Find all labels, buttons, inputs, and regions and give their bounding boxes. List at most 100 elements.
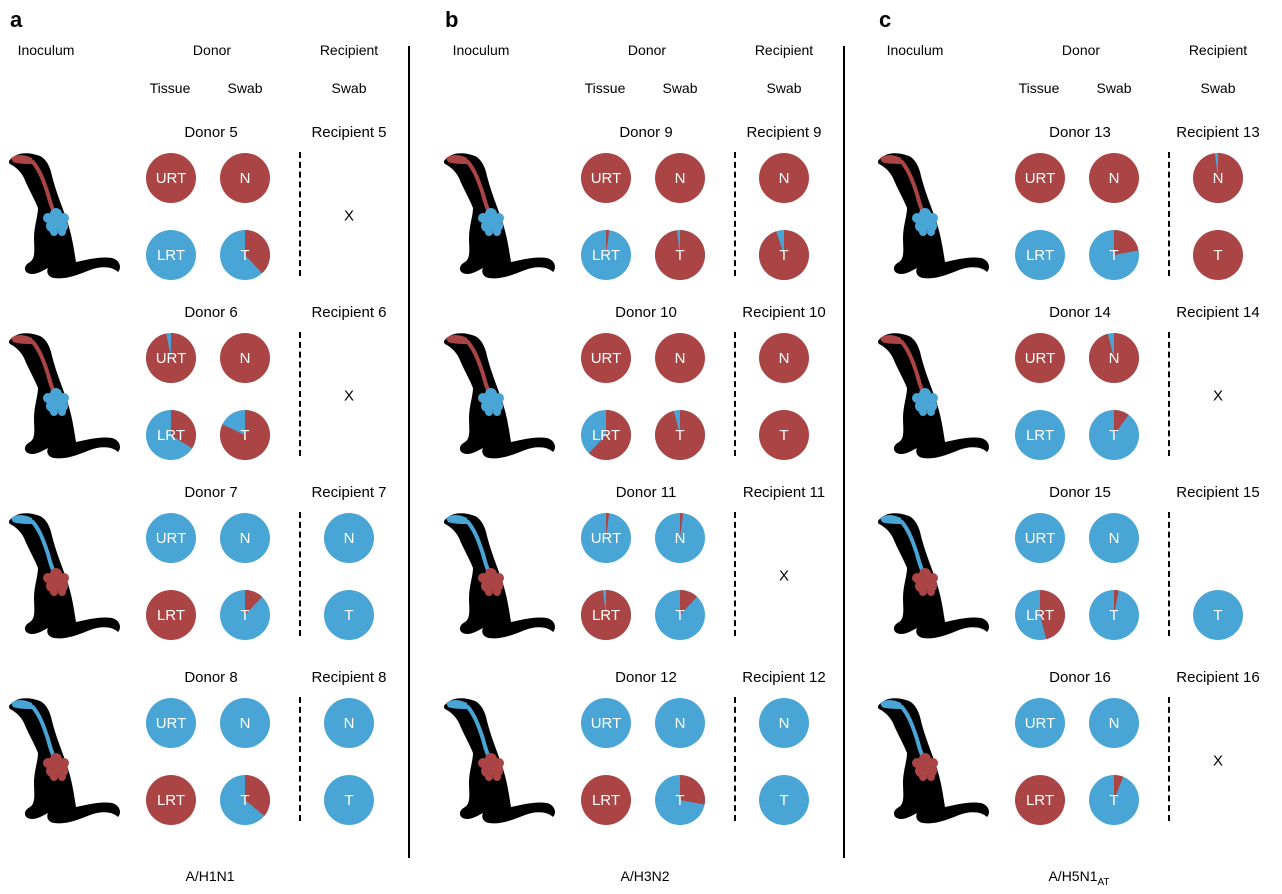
panel-c-header-swab: Swab <box>1096 80 1132 96</box>
panel-a-row-2-throat-swab-pie: T <box>220 410 270 460</box>
panel-b-row-2-recipient-nasal-pie-label: N <box>779 350 790 367</box>
panel-b-row-2-nasal-swab-pie-red-fraction <box>655 333 705 383</box>
panel-c-row-1-urt-pie-red-fraction <box>1015 153 1065 203</box>
panel-c-row-4-ferret-nasal-cavity <box>880 700 903 709</box>
panel-c-row-1-recipient-throat-pie-red-fraction <box>1193 230 1243 280</box>
panel-b-header-donor: Donor <box>627 42 667 58</box>
panel-c-row-3-lrt-pie-label: LRT <box>1026 607 1054 624</box>
panel-a-header-donor: Donor <box>192 42 232 58</box>
panel-a-row-3-donor-label: Donor 7 <box>184 484 238 501</box>
panel-b-row-4-ferret-trachea <box>465 704 491 758</box>
panel-b-row-1-throat-swab-pie: T <box>655 230 705 280</box>
panel-a-row-2-no-transmission-mark: X <box>343 387 355 405</box>
panel-c-row-1-ferret-nasal-cavity <box>880 155 903 164</box>
panel-b-row-1-lrt-pie-red-fraction <box>606 230 610 255</box>
panel-c-row-1-ferret-trachea <box>899 159 925 213</box>
panel-b-row-2-ferret-nasal-cavity <box>446 335 469 344</box>
panel-a-row-1-throat-swab-pie-label: T <box>240 247 249 264</box>
panel-c-row-1-lrt-pie-blue-fraction <box>1015 230 1065 280</box>
panel-a-row-1-no-transmission-mark: X <box>343 207 355 225</box>
panel-c-row-1-recipient-throat-pie-label: T <box>1213 247 1222 264</box>
panel-c-virus-subscript: AT <box>1097 876 1110 888</box>
panel-b-row-2-recipient-throat-pie-red-fraction <box>759 410 809 460</box>
panel-b-row-1-recipient-throat-pie-label: T <box>779 247 788 264</box>
panel-b-row-3-urt-pie: URT <box>581 513 631 563</box>
panel-b-row-4-recipient-nasal-pie: N <box>759 698 809 748</box>
panel-b-row-1-recipient-throat-pie-red-fraction <box>759 230 809 280</box>
panel-b-row-4-recipient-throat-pie: T <box>759 775 809 825</box>
panel-a-header-tissue: Tissue <box>149 80 191 96</box>
panel-a-row-3-lrt-pie: LRT <box>146 590 196 640</box>
panel-c-row-2-throat-swab-pie-label: T <box>1109 427 1118 444</box>
panel-c-row-2-donor-label: Donor 14 <box>1049 304 1111 321</box>
panel-b-row-1-nasal-swab-pie: N <box>655 153 705 203</box>
panel-c-row-3-nasal-swab-pie-blue-fraction <box>1089 513 1139 563</box>
panel-a-row-3-recipient-throat-pie-blue-fraction <box>324 590 374 640</box>
panel-a-row-2-ferret <box>8 333 121 459</box>
panel-a-row-4-throat-swab-pie-label: T <box>240 792 249 809</box>
panel-b-row-2-urt-pie-label: URT <box>591 350 622 367</box>
panel-b-row-4-recipient-throat-pie-label: T <box>779 792 788 809</box>
panel-a-row-3-urt-pie: URT <box>146 513 196 563</box>
panel-c-row-1-nasal-swab-pie: N <box>1089 153 1139 203</box>
panel-a-row-4-ferret-nasal-cavity <box>11 700 34 709</box>
panel-c-row-2-lrt-pie: LRT <box>1015 410 1065 460</box>
panel-a-row-2-divider <box>299 332 301 456</box>
panel-b-row-1-divider <box>734 152 736 276</box>
panel-c-row-3-lrt-pie: LRT <box>1015 590 1065 640</box>
panel-a-row-3-recipient-label: Recipient 7 <box>311 484 387 501</box>
panel-b-row-3-throat-swab-pie-red-fraction <box>680 590 698 615</box>
panel-c-header-donor: Donor <box>1061 42 1101 58</box>
panel-c-row-3-urt-pie-label: URT <box>1025 530 1056 547</box>
panel-a-row-4-donor-label: Donor 8 <box>184 669 238 686</box>
panel-c-row-2-no-transmission-mark: X <box>1212 387 1224 405</box>
panel-b-virus-label: A/H3N2 <box>620 868 669 884</box>
panel-b-row-2-throat-swab-pie-label: T <box>675 427 684 444</box>
panel-a-row-1-lrt-pie-blue-fraction <box>146 230 196 280</box>
panel-c-row-2-ferret <box>877 333 989 459</box>
panel-c-row-1-lrt-pie: LRT <box>1015 230 1065 280</box>
panel-c-row-3-nasal-swab-pie-label: N <box>1109 530 1120 547</box>
panel-c-row-4-throat-swab-pie: T <box>1089 775 1139 825</box>
panel-a-row-4-ferret <box>8 698 121 824</box>
panel-c-row-4-ferret-trachea <box>899 704 925 758</box>
panel-c-row-1-divider <box>1168 152 1170 276</box>
panel-c-row-4-urt-pie-blue-fraction <box>1015 698 1065 748</box>
panel-a-row-3-lrt-pie-label: LRT <box>157 607 185 624</box>
panel-a-row-4-nasal-swab-pie: N <box>220 698 270 748</box>
panel-a-row-3-nasal-swab-pie-label: N <box>240 530 251 547</box>
panel-b-virus-name: A/H3N2 <box>620 868 670 884</box>
panel-b-row-4-ferret <box>443 698 555 824</box>
panel-b-row-4-ferret-lungs <box>478 753 504 781</box>
panel-b-row-4-urt-pie: URT <box>581 698 631 748</box>
panel-a-letter: a <box>10 7 23 32</box>
panel-a-row-2-lrt-pie: LRT <box>146 410 196 460</box>
panel-a-row-4-urt-pie-blue-fraction <box>146 698 196 748</box>
panel-a-row-3-recipient-nasal-pie-blue-fraction <box>324 513 374 563</box>
panel-a-row-3-nasal-swab-pie-blue-fraction <box>220 513 270 563</box>
panel-b-row-3-lrt-pie-red-fraction <box>581 590 631 640</box>
panel-b-row-2-lrt-pie-label: LRT <box>592 427 620 444</box>
panel-c-row-1-nasal-swab-pie-label: N <box>1109 170 1120 187</box>
panel-b-row-3-nasal-swab-pie-label: N <box>675 530 686 547</box>
panel-a-row-1-lrt-pie: LRT <box>146 230 196 280</box>
panel-c-row-3-throat-swab-pie: T <box>1089 590 1139 640</box>
panel-a-row-4-lrt-pie: LRT <box>146 775 196 825</box>
panel-a-row-4-recipient-throat-pie-label: T <box>344 792 353 809</box>
panel-b-row-3-ferret-trachea <box>465 519 491 573</box>
panel-a-row-3-recipient-throat-pie-label: T <box>344 607 353 624</box>
panel-a-row-2-nasal-swab-pie-label: N <box>240 350 251 367</box>
panel-a-row-3-ferret-trachea <box>30 519 56 573</box>
panel-c-row-1-recipient-nasal-pie: N <box>1193 153 1243 203</box>
panel-a-row-3-recipient-nasal-pie: N <box>324 513 374 563</box>
panel-c-row-3-urt-pie: URT <box>1015 513 1065 563</box>
panel-c-row-1-throat-swab-pie: T <box>1089 230 1139 280</box>
panel-b-row-3-ferret-nasal-cavity <box>446 515 469 524</box>
panel-c-header-inoculum: Inoculum <box>886 42 944 58</box>
panel-c-row-1-throat-swab-pie-label: T <box>1109 247 1118 264</box>
panel-a-row-4-ferret-trachea <box>30 704 56 758</box>
panel-c-row-1-donor-label: Donor 13 <box>1049 124 1111 141</box>
panel-c-row-2-urt-pie-label: URT <box>1025 350 1056 367</box>
panel-a-row-3-ferret-nasal-cavity <box>11 515 34 524</box>
panel-b-row-4-urt-pie-label: URT <box>591 715 622 732</box>
